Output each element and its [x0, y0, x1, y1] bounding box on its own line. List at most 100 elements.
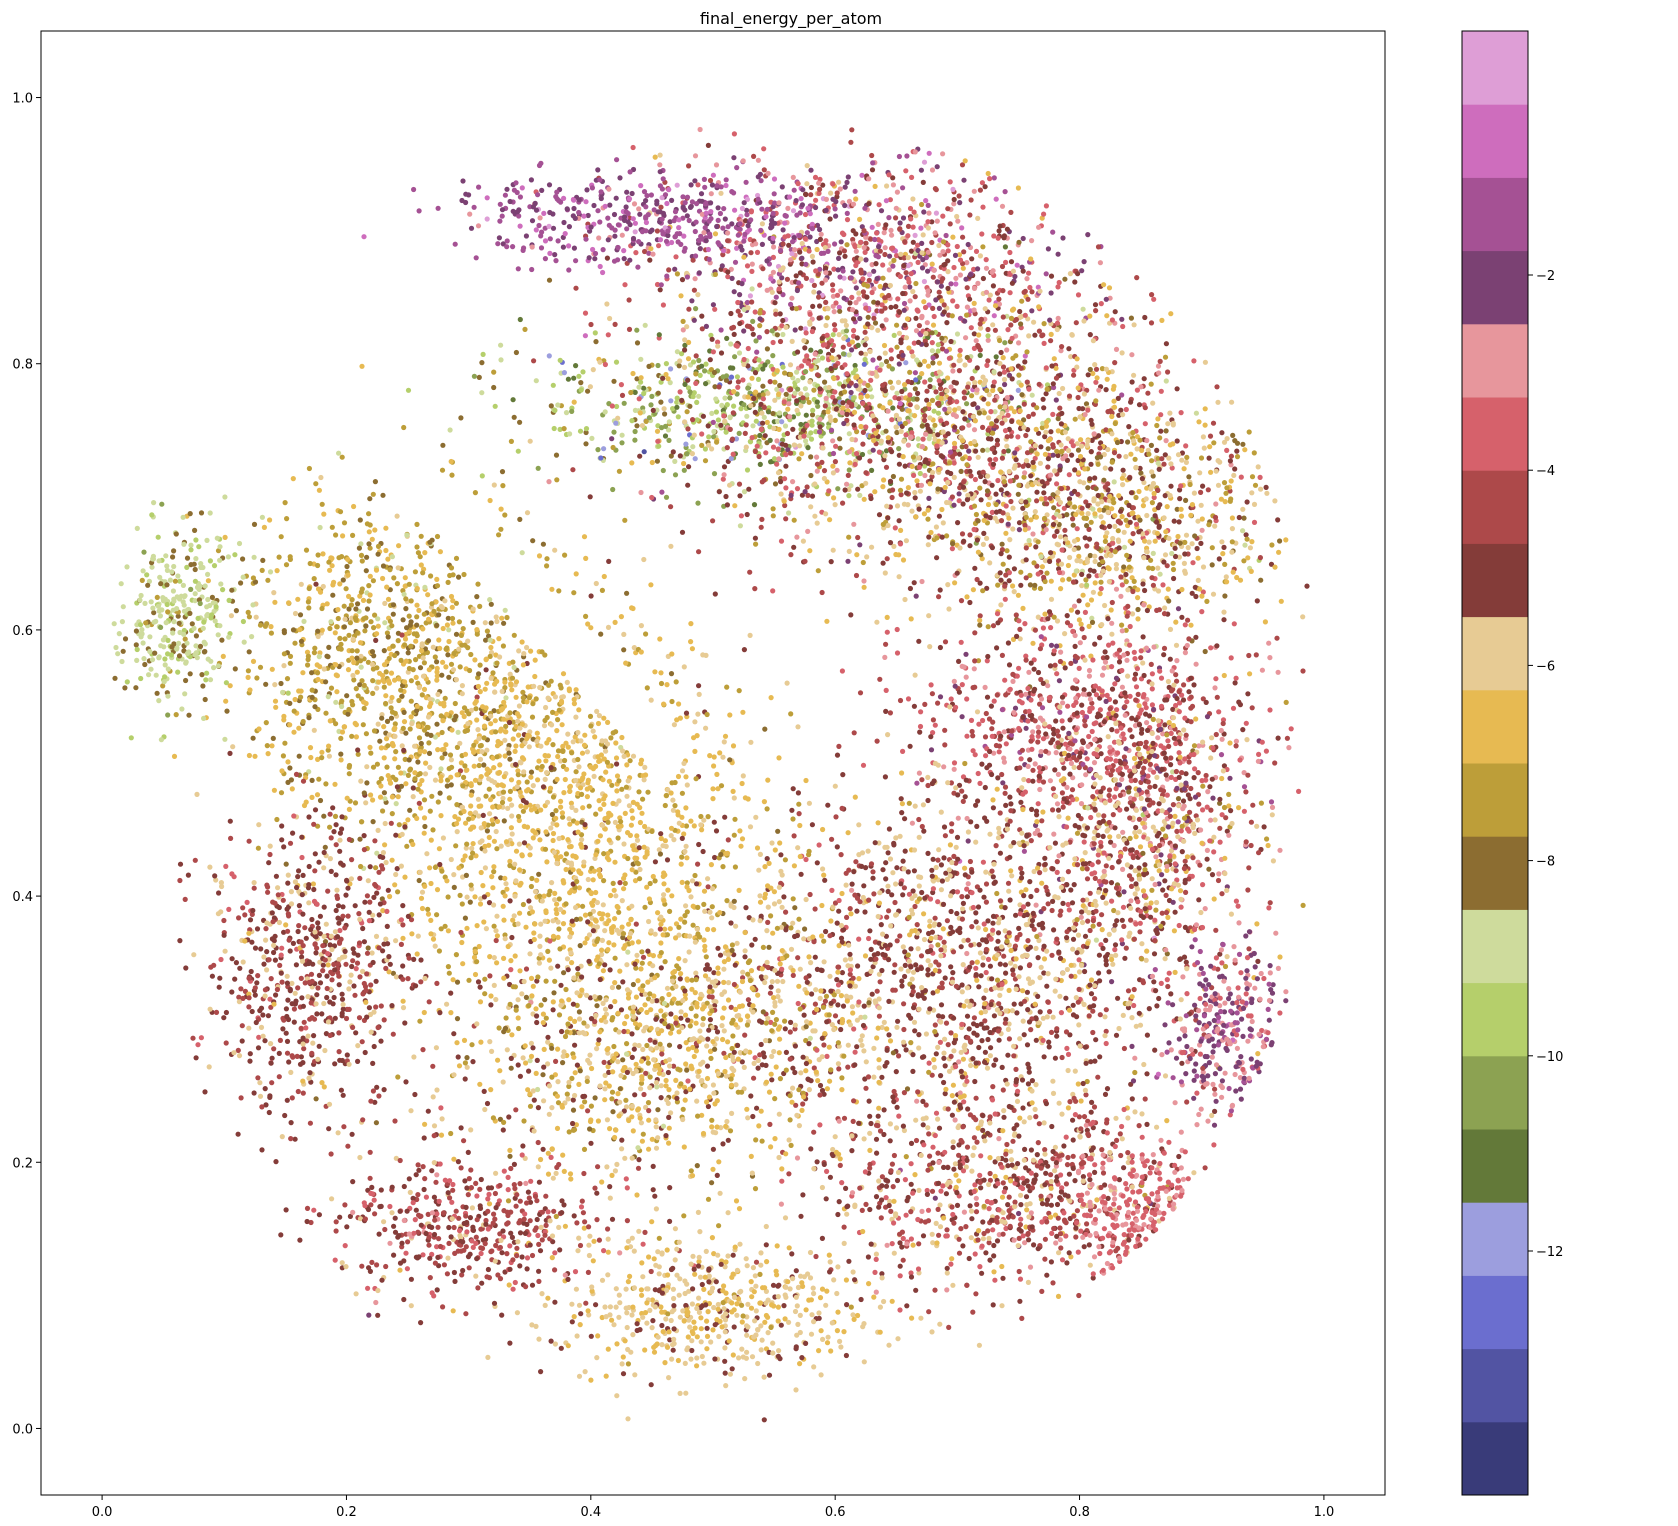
scatter-point	[1008, 801, 1014, 807]
scatter-point	[994, 611, 1001, 617]
scatter-point	[583, 199, 589, 205]
scatter-point	[887, 253, 893, 259]
scatter-point	[844, 217, 851, 223]
scatter-point	[1129, 510, 1135, 516]
scatter-point	[619, 440, 625, 446]
scatter-point	[1214, 694, 1220, 700]
scatter-point	[1092, 362, 1098, 368]
scatter-point	[912, 294, 918, 300]
scatter-point	[783, 485, 789, 491]
scatter-point	[672, 209, 679, 215]
scatter-point	[1121, 754, 1127, 760]
scatter-point	[977, 187, 984, 193]
scatter-point	[668, 504, 674, 510]
scatter-point	[932, 422, 938, 428]
scatter-point	[510, 397, 516, 403]
scatter-point	[744, 196, 751, 202]
scatter-point	[798, 403, 804, 409]
scatter-point	[776, 279, 782, 285]
scatter-point	[1109, 317, 1115, 323]
scatter-point	[1089, 728, 1095, 735]
scatter-point	[578, 387, 584, 393]
scatter-point	[931, 267, 937, 273]
scatter-point	[985, 653, 991, 660]
scatter-point	[1098, 572, 1104, 578]
scatter-point	[856, 290, 862, 296]
scatter-point	[1147, 784, 1153, 790]
scatter-point	[890, 473, 897, 480]
scatter-point	[629, 418, 635, 424]
scatter-point	[1119, 475, 1125, 481]
scatter-point	[1010, 306, 1017, 312]
scatter-point	[1063, 453, 1069, 459]
scatter-point	[621, 400, 627, 406]
scatter-point	[890, 487, 896, 493]
scatter-point	[809, 418, 815, 424]
scatter-point	[1054, 671, 1060, 677]
scatter-point	[977, 622, 983, 628]
scatter-point	[925, 249, 931, 255]
scatter-point	[1142, 538, 1148, 544]
scatter-point	[643, 198, 649, 204]
scatter-point	[1043, 429, 1049, 435]
scatter-point	[695, 182, 701, 188]
scatter-point	[841, 275, 847, 281]
scatter-point	[1103, 296, 1109, 302]
scatter-point	[1168, 311, 1174, 317]
scatter-point	[865, 314, 871, 320]
scatter-point	[922, 304, 929, 311]
scatter-point	[1163, 341, 1169, 347]
scatter-point	[1069, 452, 1075, 458]
scatter-point	[1058, 442, 1064, 448]
scatter-point	[832, 389, 838, 395]
scatter-point	[1141, 555, 1147, 561]
scatter-point	[491, 369, 497, 375]
scatter-point	[732, 207, 738, 213]
scatter-point	[846, 399, 852, 405]
scatter-point	[710, 419, 716, 425]
scatter-point	[1001, 448, 1007, 455]
scatter-point	[1003, 530, 1009, 536]
scatter-point	[1000, 314, 1006, 320]
scatter-point	[925, 507, 931, 513]
scatter-point	[1168, 730, 1174, 737]
scatter-point	[648, 246, 654, 252]
scatter-point	[546, 479, 552, 485]
scatter-point	[729, 275, 735, 281]
scatter-point	[611, 429, 617, 435]
scatter-point	[1108, 466, 1114, 472]
scatter-point	[839, 230, 846, 236]
scatter-point	[894, 503, 901, 509]
scatter-point	[1229, 399, 1235, 405]
scatter-point	[1174, 438, 1180, 444]
scatter-point	[1200, 483, 1206, 489]
scatter-point	[1053, 750, 1059, 756]
scatter-point	[1029, 806, 1035, 813]
scatter-point	[1044, 386, 1050, 392]
scatter-point	[767, 437, 773, 443]
scatter-point	[782, 234, 788, 240]
scatter-point	[710, 172, 717, 178]
scatter-point	[609, 403, 615, 409]
scatter-point	[1231, 472, 1237, 478]
scatter-point	[658, 282, 664, 288]
scatter-point	[689, 451, 696, 457]
scatter-point	[977, 347, 983, 353]
scatter-point	[913, 280, 919, 287]
scatter-point	[1050, 452, 1056, 458]
scatter-point	[1051, 356, 1057, 362]
scatter-point	[1177, 540, 1183, 546]
scatter-point	[935, 432, 941, 438]
scatter-point	[921, 299, 927, 305]
scatter-point	[912, 672, 918, 678]
scatter-point	[1169, 550, 1175, 557]
scatter-point	[964, 354, 970, 361]
scatter-point	[626, 297, 632, 303]
scatter-point	[1079, 626, 1085, 632]
scatter-point	[739, 247, 745, 253]
scatter-point	[896, 446, 902, 452]
scatter-point	[933, 389, 939, 395]
scatter-point	[940, 276, 946, 282]
scatter-point	[964, 594, 970, 600]
scatter-point	[942, 484, 948, 491]
